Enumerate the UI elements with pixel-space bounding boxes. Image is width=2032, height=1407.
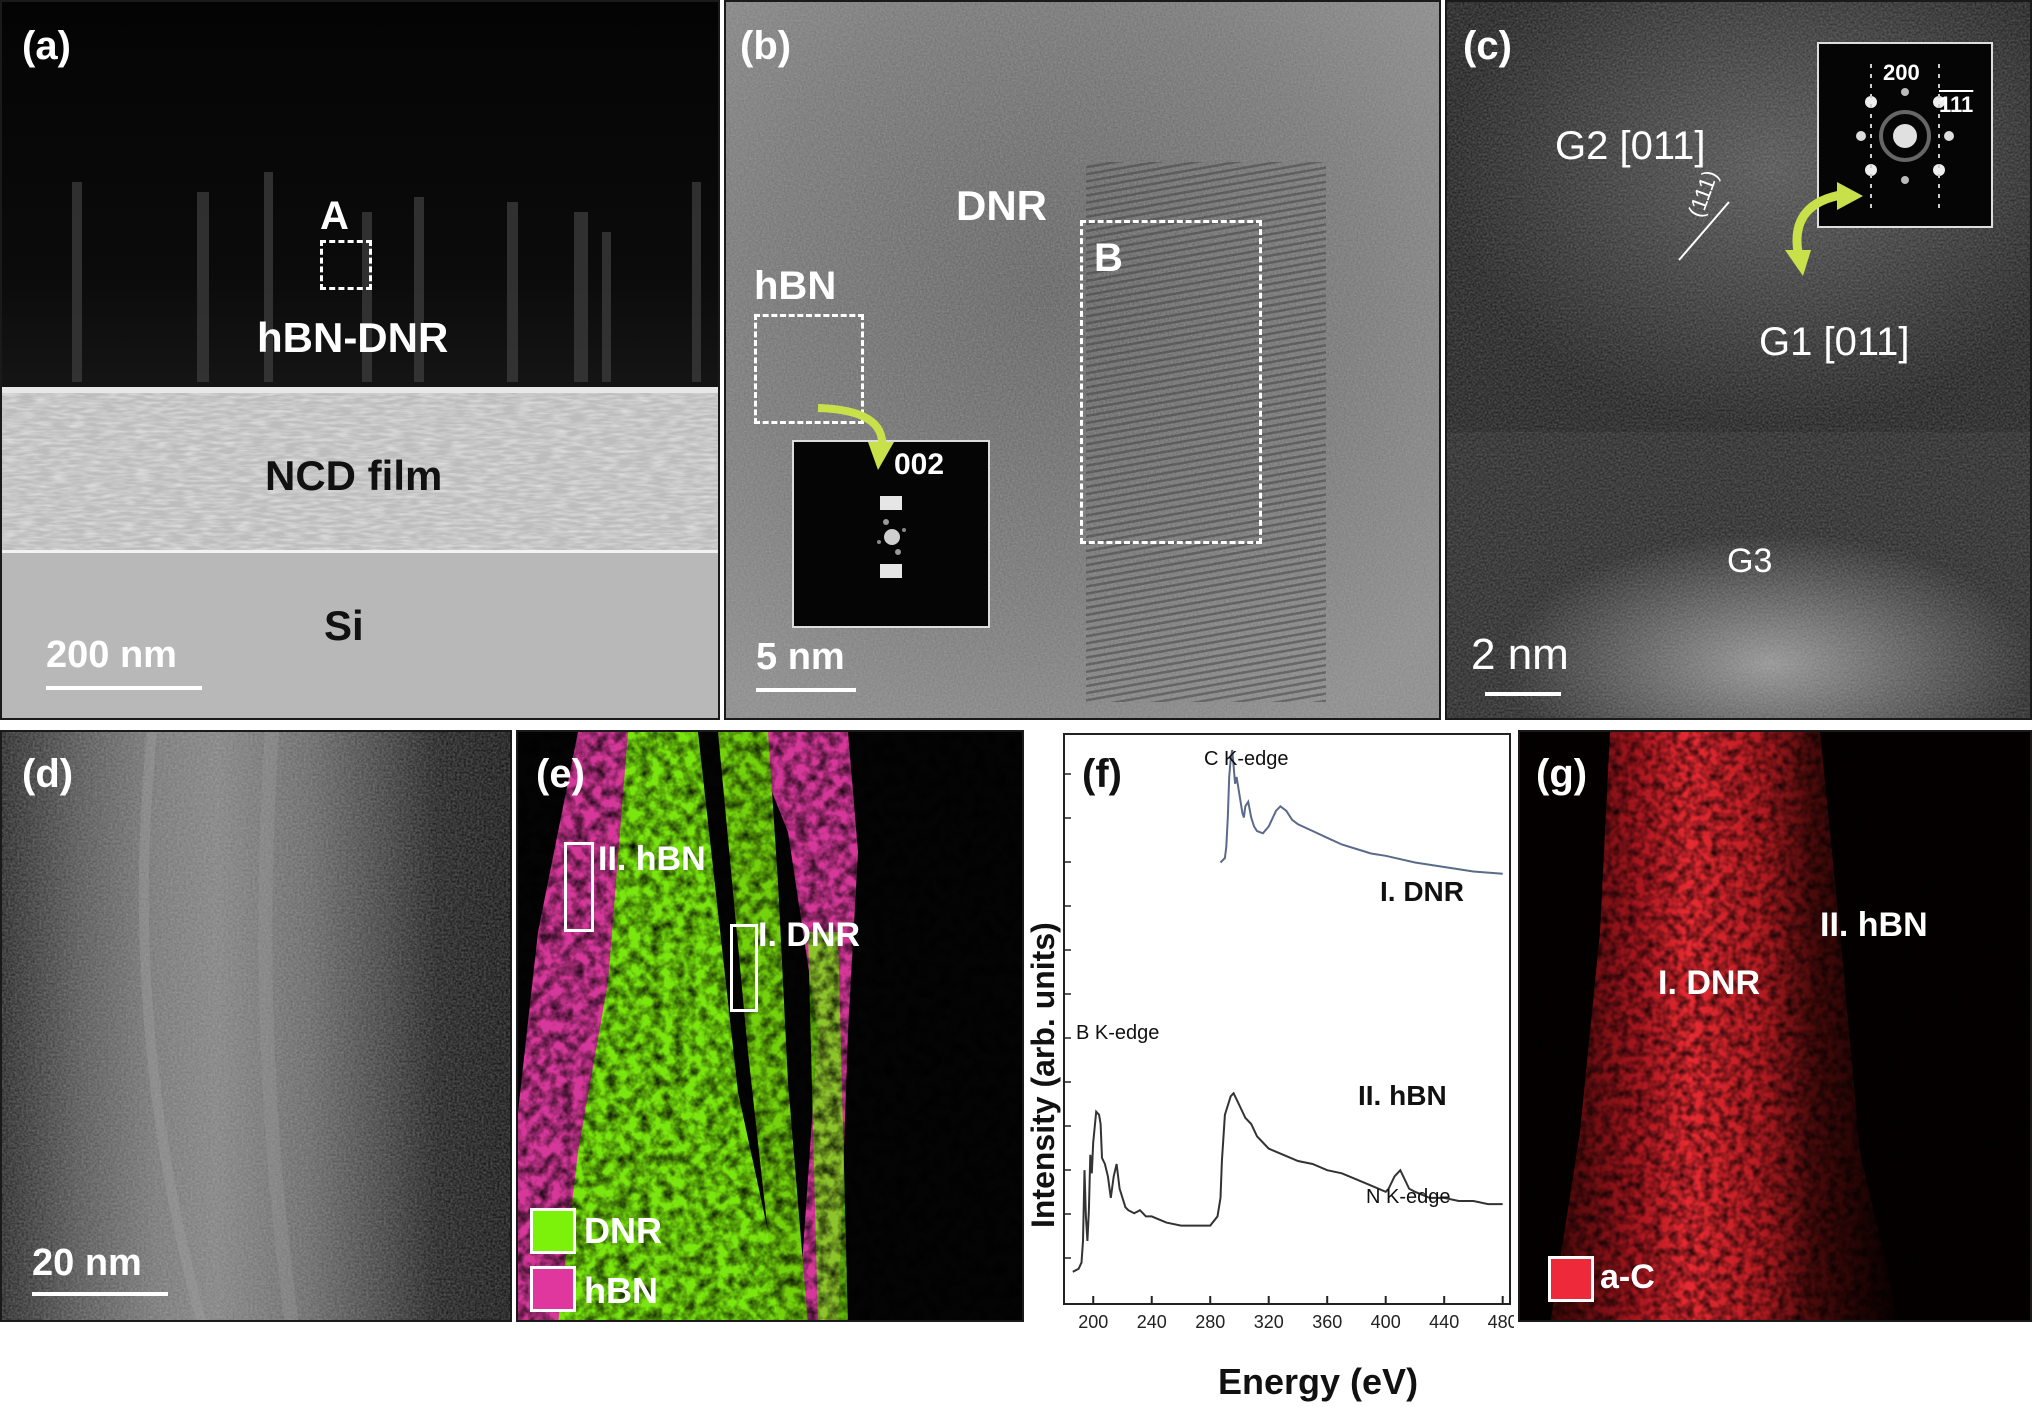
x-tick-label: 360 — [1312, 1312, 1342, 1332]
arrow-icon — [817, 404, 894, 470]
x-tick-label: 400 — [1371, 1312, 1401, 1332]
hbn-label: II. hBN — [1820, 906, 1928, 944]
x-axis-label: Energy (eV) — [1218, 1361, 1418, 1402]
panel-g-label: (g) — [1536, 752, 1588, 796]
plot-frame — [1063, 733, 1511, 1305]
fft-111-label: 111 — [1939, 92, 1974, 117]
legend-swatch-a-c — [1548, 1256, 1594, 1302]
b-k-edge-label: B K-edge — [1076, 1022, 1160, 1044]
series-line-dnr — [1219, 749, 1503, 875]
x-tick-label: 480 — [1488, 1312, 1514, 1332]
panel-f: 200 240 280 320 360 400 440 480 Intensity (arb.… — [1028, 730, 1514, 1407]
grain-g2-label: G2 [011] — [1555, 124, 1706, 168]
fft-200-label: 200 — [1883, 60, 1920, 85]
scale-bar — [32, 1292, 168, 1296]
dnr-spectrum-label: I. DNR — [1380, 876, 1464, 907]
dnr-label: DNR — [956, 182, 1047, 229]
y-axis-label: Intensity (arb. units) — [1028, 922, 1061, 1228]
hbn-region-box — [564, 842, 594, 932]
scale-bar-label: 5 nm — [756, 636, 845, 678]
eels-chart: 200 240 280 320 360 400 440 480 Intensity (arb.… — [1028, 733, 1514, 1402]
x-tick-label: 280 — [1195, 1312, 1225, 1332]
panel-d: (d) 20 nm — [0, 730, 512, 1322]
legend-swatch-hbn — [530, 1266, 576, 1312]
series-line-hbn — [1072, 1091, 1503, 1273]
grain-g1-label: G1 [011] — [1759, 320, 1910, 364]
hbn-region-box — [754, 314, 864, 424]
dnr-region-box — [730, 924, 758, 1012]
region-a-label: A — [320, 194, 349, 238]
fft-inset: 002 — [792, 440, 990, 628]
panel-a-label: (a) — [22, 24, 71, 68]
dnr-label: I. DNR — [1658, 964, 1760, 1002]
scale-bar — [756, 688, 856, 692]
panel-g: (g) II. hBN I. DNR a-C — [1518, 730, 2032, 1322]
panel-b-label: (b) — [740, 24, 792, 68]
hbn-region-label: II. hBN — [598, 840, 706, 878]
panel-a: (a) A hBN-DNR NCD film Si 200 nm — [0, 0, 720, 720]
n-k-edge-label: N K-edge — [1366, 1186, 1451, 1208]
panel-d-label: (d) — [22, 752, 74, 796]
panel-f-label: (f) — [1082, 752, 1122, 796]
hbn-label: hBN — [754, 264, 837, 308]
legend-swatch-dnr — [530, 1208, 576, 1254]
x-tick-label: 440 — [1429, 1312, 1459, 1332]
x-tick-label: 200 — [1078, 1312, 1108, 1332]
panel-c: (c) G2 [011] G1 [011] G3 (111) 200 111 2… — [1445, 0, 2032, 720]
hbn-spectrum-label: II. hBN — [1358, 1080, 1447, 1111]
panel-e-label: (e) — [536, 752, 585, 796]
layer-ncd-film-label: NCD film — [265, 452, 443, 499]
layer-si-label: Si — [324, 602, 364, 649]
scale-bar — [46, 686, 202, 690]
scale-bar-label: 20 nm — [32, 1242, 142, 1284]
scale-bar-label: 2 nm — [1471, 630, 1569, 679]
c-k-edge-label: C K-edge — [1204, 748, 1289, 770]
panel-c-label: (c) — [1463, 24, 1512, 68]
x-tick-label: 240 — [1137, 1312, 1167, 1332]
layer-hbn-dnr-label: hBN-DNR — [257, 314, 449, 361]
scale-bar — [1485, 692, 1561, 696]
legend-label-hbn: hBN — [584, 1270, 658, 1311]
scale-bar-label: 200 nm — [46, 634, 177, 676]
region-b-box — [1080, 220, 1262, 544]
legend-label-a-c: a-C — [1600, 1258, 1655, 1296]
panel-e-map — [518, 732, 1022, 1320]
fft-002-label: 002 — [894, 448, 945, 481]
grain-g3-label: G3 — [1727, 542, 1773, 580]
dnr-region-label: I. DNR — [758, 916, 860, 954]
panel-b: (b) DNR hBN B 002 5 nm — [724, 0, 1441, 720]
panel-e: (e) II. hBN I. DNR DNR hBN — [516, 730, 1024, 1322]
panel-a-micrograph — [2, 2, 718, 718]
legend-label-dnr: DNR — [584, 1210, 662, 1251]
panel-g-map — [1520, 732, 2030, 1320]
x-tick-label: 320 — [1254, 1312, 1284, 1332]
region-b-label: B — [1094, 236, 1123, 280]
region-a-box — [320, 240, 372, 290]
panel-d-micrograph — [2, 732, 510, 1320]
arrow-icon — [1785, 182, 1863, 276]
